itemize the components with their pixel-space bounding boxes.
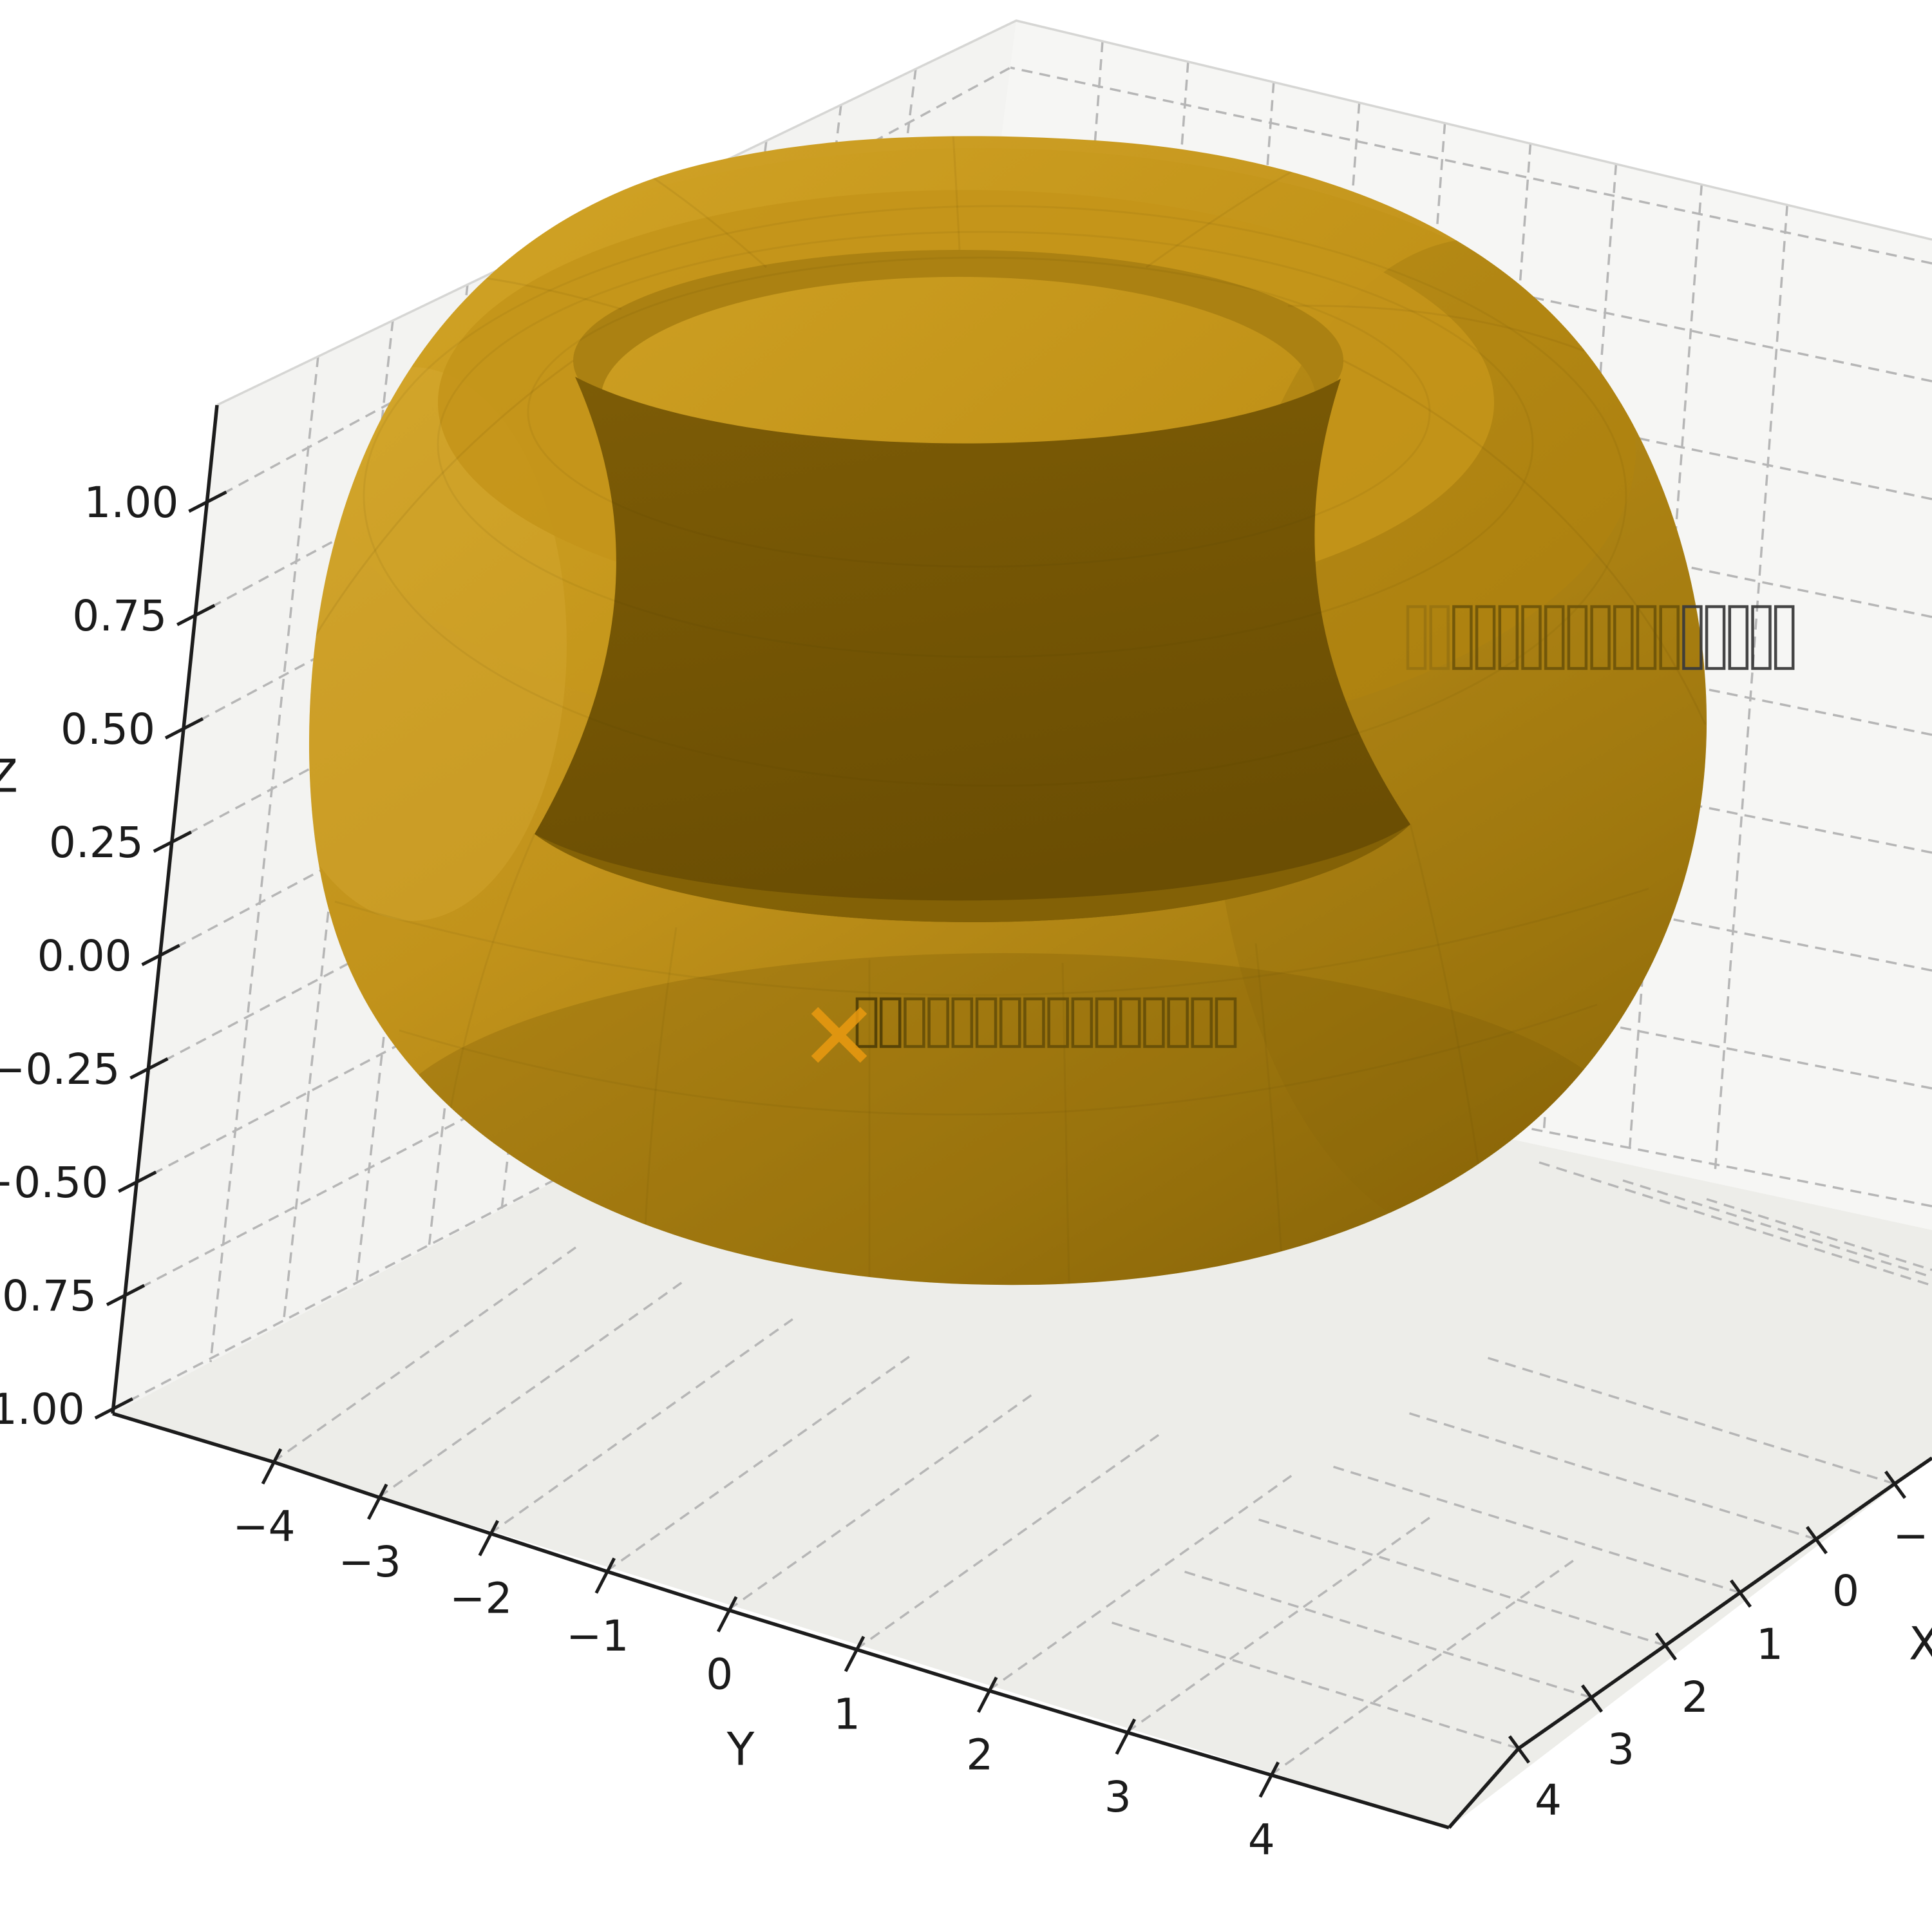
z-tick-label: −0.50	[0, 1158, 108, 1208]
y-tick-label: 2	[966, 1730, 993, 1780]
x-tick-label: −1	[1893, 1511, 1932, 1560]
missing-glyph-box	[951, 997, 974, 1048]
z-tick-label: −1.00	[0, 1385, 85, 1434]
z-tick-label: 0.50	[61, 705, 155, 754]
missing-glyph-box	[975, 997, 998, 1048]
missing-glyph-box	[1728, 605, 1749, 670]
missing-glyph-box	[1705, 605, 1726, 670]
missing-glyph-box	[1071, 997, 1094, 1048]
y-tick-label: 0	[706, 1650, 733, 1700]
missing-glyph-box	[1590, 605, 1611, 670]
missing-glyph-box	[1475, 605, 1496, 670]
missing-glyph-box	[999, 997, 1021, 1048]
x-tick-label: 1	[1756, 1620, 1783, 1669]
missing-glyph-box	[879, 997, 902, 1048]
z-tick-label: 1.00	[84, 478, 178, 527]
x-axis-label: X	[1909, 1618, 1932, 1671]
missing-glyph-box	[1774, 605, 1795, 670]
missing-glyph-box	[927, 997, 949, 1048]
z-tick-label: 0.00	[37, 931, 132, 981]
torus-mesh-lines	[309, 136, 1707, 1284]
missing-glyph-box	[1452, 605, 1473, 670]
x-tick-label: 4	[1535, 1776, 1562, 1825]
y-tick-label: 4	[1248, 1815, 1275, 1865]
pane-floor	[113, 1005, 1932, 1828]
z-tick-label: 0.75	[72, 591, 167, 641]
y-tick-label: −2	[450, 1574, 512, 1624]
missing-glyph-box	[1567, 605, 1588, 670]
missing-glyph-box	[1406, 605, 1427, 670]
missing-glyph-box	[1143, 997, 1165, 1048]
missing-glyph-box	[1751, 605, 1772, 670]
missing-glyph-box	[1682, 605, 1703, 670]
x-tick-label: 3	[1607, 1725, 1634, 1774]
x-tick-label: 2	[1681, 1672, 1709, 1722]
missing-glyph-box	[1215, 997, 1237, 1048]
torus-hole-floor	[535, 824, 1410, 922]
x-tick-label: 0	[1832, 1566, 1859, 1616]
annotation-top-right-missing-glyph-text	[1406, 605, 1795, 670]
y-tick-label: 1	[833, 1689, 860, 1739]
y-tick-label: −3	[339, 1537, 401, 1587]
tick-labels: 1.00 0.75 0.50 0.25 0.00 −0.25 −0.50 −0.75 −1.00…	[0, 478, 1932, 1864]
missing-glyph-box	[1613, 605, 1634, 670]
z-tick-label: −0.25	[0, 1045, 120, 1094]
tick-marks	[94, 490, 1907, 1798]
missing-glyph-box	[1498, 605, 1519, 670]
z-axis-label: Z	[0, 750, 18, 803]
missing-glyph-box	[1023, 997, 1045, 1048]
missing-glyph-box	[1521, 605, 1542, 670]
torus-inner-near-wall	[535, 377, 1410, 922]
y-tick-label: −4	[232, 1502, 295, 1551]
z-axis-spine	[111, 404, 219, 1414]
pane-edges	[216, 19, 1932, 406]
missing-glyph-box	[1636, 605, 1657, 670]
missing-glyph-box	[904, 997, 925, 1048]
missing-glyph-box	[1095, 997, 1117, 1048]
y-axis-label: Y	[726, 1723, 755, 1776]
missing-glyph-box	[1429, 605, 1450, 670]
missing-glyph-box	[1659, 605, 1680, 670]
x-axis-spine	[1447, 1456, 1932, 1829]
missing-glyph-box	[1047, 997, 1069, 1048]
torus-surface	[308, 136, 1707, 1285]
z-tick-label: 0.25	[49, 818, 144, 867]
y-tick-label: −1	[566, 1611, 629, 1661]
missing-glyph-box	[1167, 997, 1189, 1048]
missing-glyph-box	[1191, 997, 1213, 1048]
missing-glyph-box	[1119, 997, 1141, 1048]
pane-top-edge	[216, 19, 1932, 406]
missing-glyph-box	[1544, 605, 1565, 670]
x-marker	[811, 1007, 867, 1063]
z-tick-label: −0.75	[0, 1271, 97, 1321]
y-tick-label: 3	[1104, 1772, 1132, 1822]
